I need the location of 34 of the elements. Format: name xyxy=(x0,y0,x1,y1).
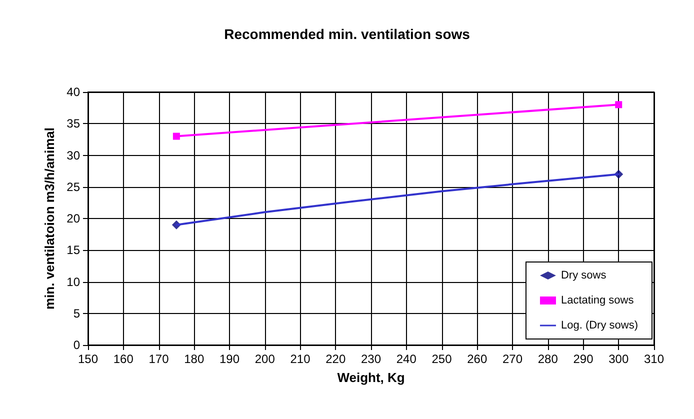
y-tick-label: 0 xyxy=(73,338,80,352)
y-tick-label: 5 xyxy=(73,306,80,320)
y-tick-label: 15 xyxy=(66,243,80,258)
x-tick-label: 310 xyxy=(644,352,664,366)
x-tick-label: 220 xyxy=(326,352,346,366)
x-tick-label: 200 xyxy=(254,352,276,366)
x-tick-label: 210 xyxy=(290,352,311,366)
y-tick-label: 35 xyxy=(66,116,80,131)
x-tick-label: 190 xyxy=(219,352,240,366)
x-tick-label: 300 xyxy=(608,352,629,366)
x-tick-label: 150 xyxy=(78,352,98,366)
y-tick-label: 20 xyxy=(66,212,80,226)
x-tick-label: 240 xyxy=(396,352,417,366)
y-tick-label: 25 xyxy=(66,180,80,194)
point xyxy=(172,132,180,140)
x-tick-label: 280 xyxy=(538,352,558,366)
x-axis-title: Weight, Kg xyxy=(337,370,405,385)
y-tick-label: 10 xyxy=(66,274,80,289)
x-tick-label: 250 xyxy=(432,352,452,366)
legend-label: Lactating sows xyxy=(560,294,634,306)
y-tick-label: 30 xyxy=(66,148,80,162)
x-tick-label: 180 xyxy=(184,352,204,366)
y-axis-title: min. ventilatoion m3/h/animal xyxy=(42,127,57,310)
x-tick-label: 170 xyxy=(148,352,170,366)
legend-label: Dry sows xyxy=(560,270,607,282)
y-tick-label: 40 xyxy=(66,85,80,99)
x-tick-label: 290 xyxy=(573,352,594,366)
legend-label: Log. (Dry sows) xyxy=(560,320,638,332)
chart-title: Recommended min. ventilation sows xyxy=(224,26,470,42)
x-tick-label: 160 xyxy=(113,352,134,366)
point xyxy=(615,101,622,108)
x-tick-label: 230 xyxy=(360,352,382,366)
x-tick-label: 270 xyxy=(502,352,523,366)
x-tick-label: 260 xyxy=(467,352,488,366)
